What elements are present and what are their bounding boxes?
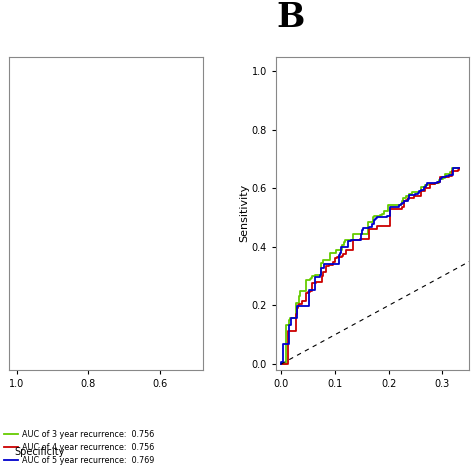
Y-axis label: Sensitivity: Sensitivity bbox=[239, 184, 249, 242]
Text: Specificity: Specificity bbox=[14, 447, 64, 457]
Text: B: B bbox=[276, 0, 304, 34]
Legend: AUC of 3 year recurrence:  0.756, AUC of 4 year recurrence:  0.756, AUC of 5 yea: AUC of 3 year recurrence: 0.756, AUC of … bbox=[4, 430, 155, 465]
